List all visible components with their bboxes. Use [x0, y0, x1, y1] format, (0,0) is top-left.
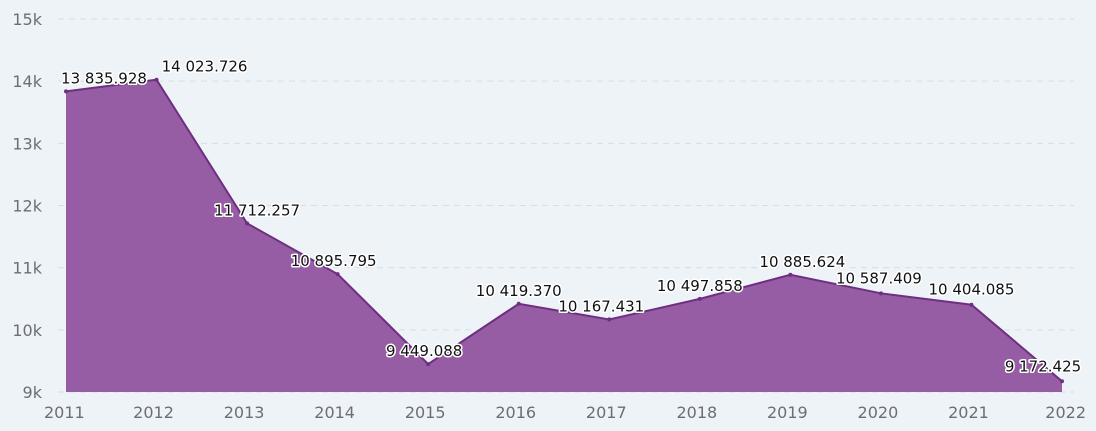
- x-tick-label: 2012: [133, 403, 174, 422]
- x-tick-label: 2019: [767, 403, 808, 422]
- data-point[interactable]: [516, 301, 521, 306]
- data-label: 14 023.726: [162, 58, 248, 76]
- y-tick-label: 13k: [12, 134, 42, 153]
- data-point[interactable]: [878, 291, 883, 296]
- y-tick-label: 11k: [12, 259, 42, 278]
- series-line: [65, 78, 1063, 383]
- area-series: [64, 77, 1064, 392]
- data-label: 10 895.795: [291, 252, 377, 270]
- data-point[interactable]: [1060, 379, 1064, 384]
- y-tick-label: 9k: [23, 383, 43, 402]
- x-tick-label: 2018: [676, 403, 717, 422]
- x-tick-label: 2017: [586, 403, 627, 422]
- data-point[interactable]: [245, 221, 250, 226]
- x-tick-label: 2022: [1045, 403, 1086, 422]
- y-tick-label: 10k: [12, 321, 42, 340]
- data-point[interactable]: [335, 272, 340, 277]
- data-labels: 13 835.928 14 023.726 11 712.257 10 895.795…: [60, 56, 1083, 377]
- data-label: 10 497.858: [657, 277, 743, 295]
- data-point[interactable]: [697, 296, 702, 301]
- data-label: 13 835.928: [61, 69, 147, 87]
- data-label: 10 419.370: [476, 282, 562, 300]
- area-fill: [66, 79, 1062, 392]
- data-label: 10 167.431: [558, 297, 644, 315]
- data-point[interactable]: [64, 89, 68, 94]
- y-tick-label: 15k: [12, 10, 42, 29]
- y-tick-label: 14k: [12, 72, 42, 91]
- x-tick-label: 2015: [405, 403, 446, 422]
- data-label: 9 172.425: [1005, 357, 1081, 375]
- y-tick-label: 12k: [12, 197, 42, 216]
- data-label: 11 712.257: [214, 201, 300, 219]
- data-point[interactable]: [607, 317, 612, 322]
- data-label: 10 404.085: [929, 281, 1015, 299]
- data-point[interactable]: [426, 362, 431, 367]
- data-label: 10 587.409: [836, 269, 922, 287]
- data-point[interactable]: [969, 302, 974, 307]
- x-axis: 2011 2012 2013 2014 2015 2016 2017 2018 2019 2020…: [44, 403, 1086, 422]
- data-label: 10 885.624: [759, 253, 845, 271]
- x-tick-label: 2014: [314, 403, 355, 422]
- x-tick-label: 2013: [224, 403, 265, 422]
- y-axis: 9k 10k 11k 12k 13k 14k 15k: [12, 10, 42, 402]
- data-label: 9 449.088: [386, 342, 462, 360]
- x-tick-label: 2016: [495, 403, 536, 422]
- x-tick-label: 2021: [948, 403, 989, 422]
- x-tick-label: 2020: [858, 403, 899, 422]
- data-point[interactable]: [154, 77, 159, 82]
- data-point[interactable]: [788, 272, 793, 277]
- x-tick-label: 2011: [44, 403, 85, 422]
